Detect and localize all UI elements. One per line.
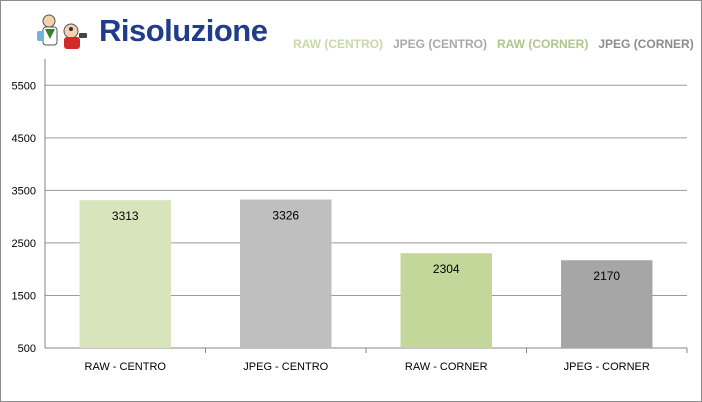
y-tick-label: 5500 <box>12 80 36 92</box>
bar <box>79 200 171 348</box>
bar <box>400 253 492 348</box>
x-tick-label: RAW - CORNER <box>405 361 488 373</box>
scientist-mascot-icon <box>37 14 87 49</box>
y-tick-label: 4500 <box>12 133 36 145</box>
legend-item: RAW (CENTRO) <box>293 37 383 51</box>
bar <box>561 260 653 348</box>
y-tick-label: 1500 <box>12 290 36 302</box>
legend-item: JPEG (CENTRO) <box>393 37 488 51</box>
x-tick-label: RAW - CENTRO <box>85 361 167 373</box>
data-label: 2170 <box>593 269 620 283</box>
x-tick-label: JPEG - CORNER <box>564 361 650 373</box>
data-label: 3313 <box>112 209 139 223</box>
data-label: 3326 <box>272 209 299 223</box>
data-label: 2304 <box>433 262 460 276</box>
legend-item: RAW (CORNER) <box>497 37 589 51</box>
y-tick-label: 2500 <box>12 238 36 250</box>
legend-item: JPEG (CORNER) <box>598 37 694 51</box>
x-tick-label: JPEG - CENTRO <box>243 361 328 373</box>
legend: RAW (CENTRO) JPEG (CENTRO) RAW (CORNER) JPE… <box>293 37 694 51</box>
y-tick-label: 500 <box>18 343 36 355</box>
chart-title: Risoluzione <box>99 13 268 48</box>
bar <box>240 199 332 348</box>
y-tick-label: 3500 <box>12 185 36 197</box>
